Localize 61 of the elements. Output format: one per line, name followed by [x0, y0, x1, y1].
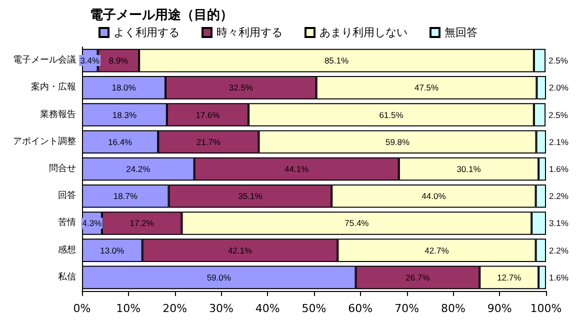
data-label: 47.5% — [414, 82, 440, 93]
x-tick-label: 80% — [440, 302, 466, 315]
data-label: 85.1% — [324, 56, 349, 66]
y-tick-label: 案内・広報 — [31, 82, 76, 93]
x-tick-label: 100% — [530, 302, 562, 315]
data-label: 44.1% — [284, 164, 310, 174]
x-tick-label: 20% — [162, 302, 188, 315]
data-label: 3.1% — [549, 218, 569, 228]
data-label: 18.7% — [113, 191, 138, 202]
x-tick-label: 90% — [487, 302, 512, 315]
data-label: 16.4% — [108, 136, 133, 147]
data-label: 42.1% — [228, 245, 252, 256]
y-tick-label: 苦情 — [58, 217, 76, 228]
data-label: 2.0% — [549, 82, 569, 93]
data-label: 1.6% — [549, 272, 569, 282]
y-tick-label: 回答 — [58, 190, 76, 202]
data-label: 17.2% — [130, 218, 154, 228]
data-label: 2.5% — [548, 56, 568, 66]
legend-label: 時々利用する — [216, 26, 282, 39]
data-label: 24.2% — [126, 164, 151, 174]
data-label: 18.3% — [112, 110, 137, 120]
data-label: 17.6% — [196, 110, 220, 120]
data-label: 13.0% — [100, 245, 125, 256]
y-tick-label: アポイント調整 — [13, 136, 76, 147]
data-label: 2.5% — [548, 110, 568, 120]
x-tick-label: 70% — [394, 302, 420, 315]
data-label: 2.1% — [549, 136, 569, 147]
x-tick-label: 50% — [302, 302, 326, 315]
data-label: 32.5% — [228, 82, 254, 93]
data-label: 21.7% — [196, 136, 221, 147]
legend-label: よく利用する — [114, 26, 180, 39]
data-label: 75.4% — [344, 218, 370, 228]
chart-title: 電子メール用途（目的） — [90, 8, 233, 23]
data-label: 59.0% — [206, 272, 232, 282]
x-tick-label: 60% — [348, 302, 373, 315]
data-label: 12.7% — [497, 272, 522, 282]
data-label: 42.7% — [424, 245, 450, 256]
data-label: 3.4% — [80, 56, 100, 66]
data-label: 61.5% — [379, 110, 404, 120]
data-label: 4.3% — [82, 218, 102, 228]
legend-label: 無回答 — [444, 26, 478, 39]
data-label: 8.9% — [108, 56, 129, 66]
y-tick-label: 業務報告 — [40, 108, 76, 120]
x-tick-label: 30% — [208, 302, 234, 315]
data-label: 18.0% — [112, 82, 136, 93]
x-tick-label: 40% — [255, 302, 280, 315]
y-tick-label: 感想 — [58, 244, 76, 256]
data-label: 35.1% — [238, 191, 263, 202]
data-label: 26.7% — [406, 272, 430, 282]
y-tick-label: 私信 — [58, 271, 76, 282]
y-tick-label: 問合せ — [49, 163, 76, 174]
data-label: 2.2% — [549, 191, 569, 202]
data-label: 44.0% — [422, 191, 446, 202]
data-label: 2.2% — [549, 245, 569, 256]
data-label: 59.8% — [385, 136, 410, 147]
x-tick-label: 0% — [73, 302, 91, 315]
data-label: 1.6% — [549, 164, 569, 174]
x-tick-label: 10% — [116, 302, 141, 315]
y-tick-label: 電子メール会議 — [13, 54, 76, 66]
data-label: 30.1% — [456, 164, 482, 174]
legend-label: あまり利用しない — [320, 26, 408, 39]
